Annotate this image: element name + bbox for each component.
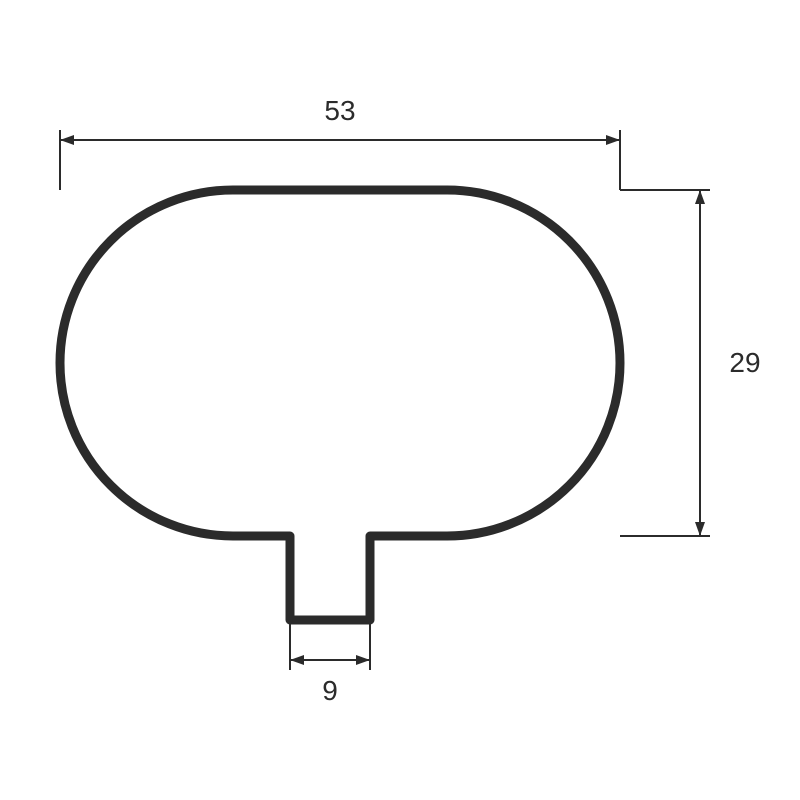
dimension-drawing: 53 29 9 xyxy=(0,0,800,800)
dimension-height xyxy=(620,190,710,536)
dimension-stem-label: 9 xyxy=(322,675,338,706)
dimension-width xyxy=(60,130,620,190)
part-outline xyxy=(60,190,620,620)
dimension-height-label: 29 xyxy=(729,347,760,378)
dimension-width-label: 53 xyxy=(324,95,355,126)
dimension-stem xyxy=(290,620,370,670)
